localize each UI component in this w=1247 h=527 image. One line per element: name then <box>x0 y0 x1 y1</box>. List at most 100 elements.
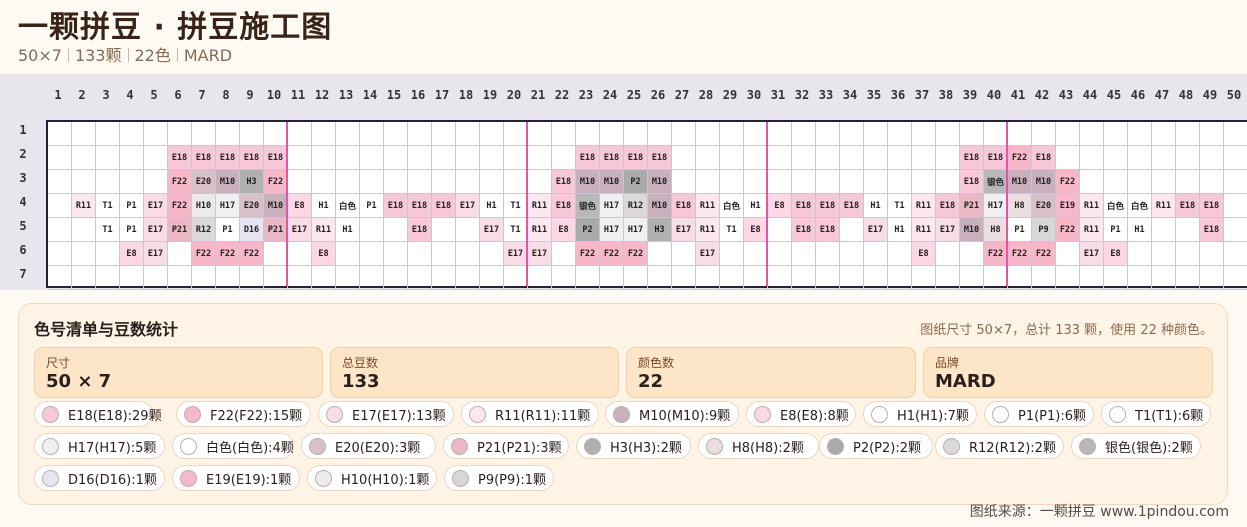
empty-cell <box>432 170 456 194</box>
empty-cell <box>240 266 264 290</box>
empty-cell <box>1056 242 1080 266</box>
empty-cell <box>168 122 192 146</box>
source-credit: 图纸来源：一颗拼豆 www.1pindou.com <box>969 504 1229 520</box>
empty-cell <box>720 170 744 194</box>
column-number: 25 <box>626 88 642 102</box>
empty-cell <box>408 146 432 170</box>
empty-cell <box>1200 242 1224 266</box>
column-number: 19 <box>482 88 498 102</box>
bead-cell: P21 <box>960 194 984 218</box>
empty-cell <box>144 170 168 194</box>
bead-cell: F22 <box>1008 242 1032 266</box>
bead-cell: R11 <box>1080 218 1104 242</box>
column-number: 21 <box>530 88 546 102</box>
row-number: 3 <box>19 171 27 185</box>
row-number: 5 <box>19 219 27 233</box>
chip-label: E20(E20):3颗 <box>335 440 421 456</box>
panel-note: 图纸尺寸 50×7，总计 133 颗，使用 22 种颜色。 <box>920 323 1213 338</box>
color-chip: 银色(银色):2颗 <box>1071 433 1201 459</box>
empty-cell <box>1032 122 1056 146</box>
bead-cell: H1 <box>336 218 360 242</box>
color-swatch <box>42 469 59 487</box>
bead-cell: E18 <box>168 146 192 170</box>
empty-cell <box>48 170 72 194</box>
empty-cell <box>696 266 720 290</box>
empty-cell <box>840 122 864 146</box>
empty-cell <box>1224 170 1247 194</box>
empty-cell <box>816 242 840 266</box>
bead-cell: E8 <box>552 218 576 242</box>
empty-cell <box>912 146 936 170</box>
chip-label: P2(P2):2颗 <box>853 440 922 456</box>
bead-cell: E17 <box>672 218 696 242</box>
bead-cell: F22 <box>168 194 192 218</box>
column-number: 33 <box>818 88 834 102</box>
empty-cell <box>1224 146 1247 170</box>
empty-cell <box>1104 122 1128 146</box>
empty-cell <box>168 266 192 290</box>
empty-cell <box>96 122 120 146</box>
bead-cell: E17 <box>1080 242 1104 266</box>
page-title: 一颗拼豆 · 拼豆施工图 <box>18 10 333 45</box>
bead-cell: H1 <box>1128 218 1152 242</box>
empty-cell <box>120 266 144 290</box>
empty-cell <box>744 122 768 146</box>
bead-cell: F22 <box>264 170 288 194</box>
chip-label: P9(P9):1颗 <box>478 472 547 488</box>
bead-cell: H17 <box>600 218 624 242</box>
column-number: 4 <box>126 88 134 102</box>
chip-label: D16(D16):1颗 <box>68 472 157 488</box>
bead-cell: E18 <box>960 146 984 170</box>
empty-cell <box>96 242 120 266</box>
column-number: 32 <box>794 88 810 102</box>
row-number: 4 <box>19 195 27 209</box>
column-number: 28 <box>698 88 714 102</box>
empty-cell <box>744 242 768 266</box>
empty-cell <box>720 122 744 146</box>
column-number: 42 <box>1034 88 1050 102</box>
separator <box>67 48 69 62</box>
empty-cell <box>1032 266 1056 290</box>
empty-cell <box>48 218 72 242</box>
color-chip: D16(D16):1颗 <box>34 465 165 491</box>
color-swatch <box>584 437 601 455</box>
empty-cell <box>72 242 96 266</box>
bead-cell: H17 <box>216 194 240 218</box>
bead-cell: P1 <box>1008 218 1032 242</box>
column-number: 11 <box>290 88 306 102</box>
bead-cell: P1 <box>360 194 384 218</box>
bead-cell: H17 <box>624 218 648 242</box>
empty-cell <box>1056 266 1080 290</box>
empty-cell <box>504 170 528 194</box>
chip-label: F22(F22):15颗 <box>210 408 303 424</box>
empty-cell <box>888 242 912 266</box>
separator <box>127 48 129 62</box>
empty-cell <box>552 146 576 170</box>
bead-cell: E18 <box>984 146 1008 170</box>
bead-cell: H8 <box>1008 194 1032 218</box>
chip-label: H8(H8):2颗 <box>732 440 804 456</box>
empty-cell <box>408 242 432 266</box>
chip-label: R11(R11):11颗 <box>495 408 591 424</box>
empty-cell <box>768 170 792 194</box>
color-chip: E19(E19):1颗 <box>172 465 300 491</box>
color-chip: P1(P1):6颗 <box>984 401 1094 427</box>
bead-cell: H8 <box>984 218 1008 242</box>
bead-cell: E18 <box>1176 194 1200 218</box>
column-number: 41 <box>1010 88 1026 102</box>
bead-cell: E19 <box>1056 194 1080 218</box>
column-number: 36 <box>890 88 906 102</box>
empty-cell <box>912 266 936 290</box>
color-swatch <box>180 437 197 455</box>
empty-cell <box>984 122 1008 146</box>
bead-cell: 白色 <box>1128 194 1152 218</box>
column-number: 12 <box>314 88 330 102</box>
empty-cell <box>696 170 720 194</box>
column-number: 38 <box>938 88 954 102</box>
stat-label: 品牌 <box>935 356 960 370</box>
bead-cell: E18 <box>672 194 696 218</box>
empty-cell <box>360 122 384 146</box>
empty-cell <box>336 242 360 266</box>
empty-cell <box>432 218 456 242</box>
guide-line <box>286 122 288 286</box>
